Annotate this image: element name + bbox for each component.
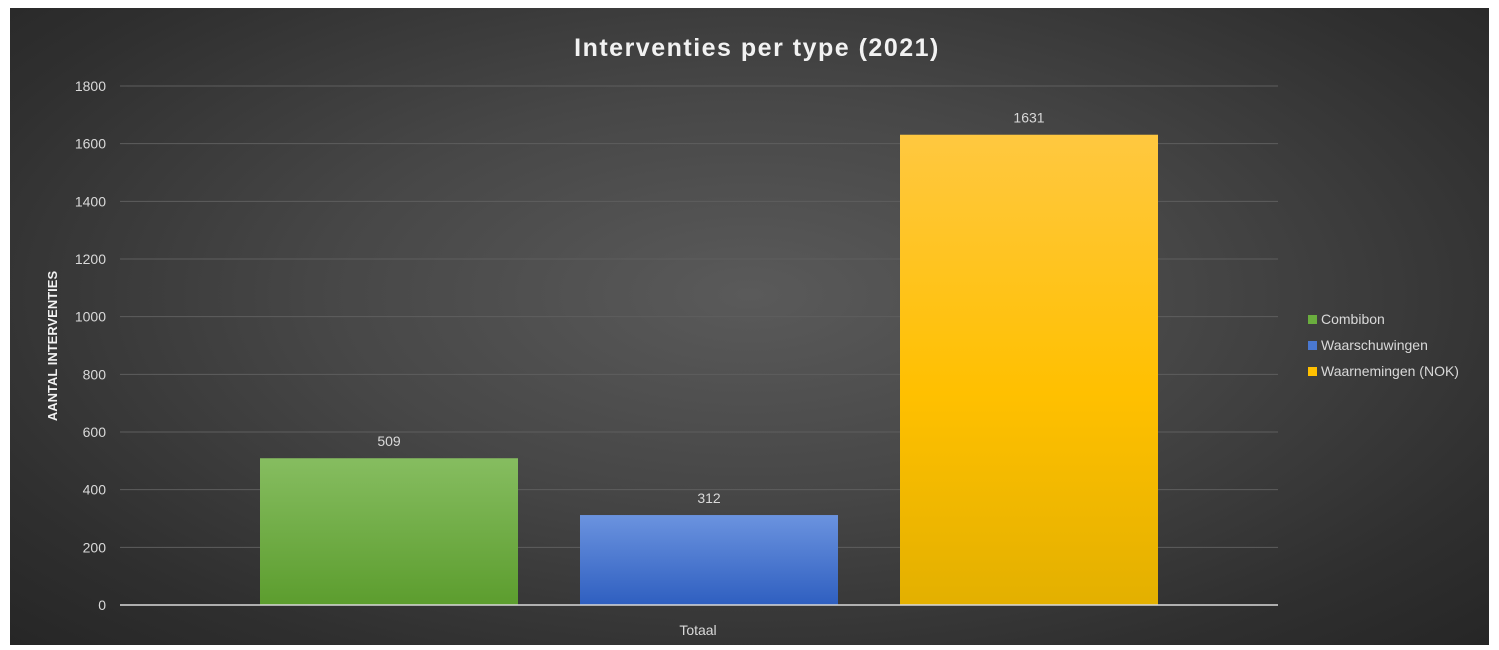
- y-tick-label: 600: [83, 424, 107, 440]
- y-tick-label: 1800: [75, 78, 106, 94]
- legend: Combibon Waarschuwingen Waarnemingen (NOK): [1308, 311, 1459, 379]
- legend-label-combibon: Combibon: [1321, 311, 1385, 327]
- y-tick-label: 1600: [75, 136, 106, 152]
- legend-swatch-combibon: [1308, 315, 1317, 324]
- data-labels: 509 312 1631: [377, 110, 1044, 506]
- y-tick-label: 0: [98, 597, 106, 613]
- data-label-waarnemingen-nok: 1631: [1013, 110, 1044, 126]
- data-label-combibon: 509: [377, 433, 401, 449]
- bar-waarnemingen-nok: [900, 134, 1158, 605]
- data-label-waarschuwingen: 312: [697, 490, 721, 506]
- y-tick-label: 1400: [75, 193, 106, 209]
- legend-swatch-waarschuwingen: [1308, 341, 1317, 350]
- y-tick-label: 400: [83, 482, 107, 498]
- chart-title: Interventies per type (2021): [574, 34, 940, 62]
- bars: [260, 134, 1158, 605]
- chart-area: Interventies per type (2021) 0 200 400 600 8…: [10, 8, 1489, 645]
- y-tick-label: 800: [83, 366, 107, 382]
- legend-swatch-waarnemingen-nok: [1308, 367, 1317, 376]
- legend-label-waarnemingen-nok: Waarnemingen (NOK): [1321, 363, 1459, 379]
- y-tick-label: 200: [83, 539, 107, 555]
- bar-waarschuwingen: [580, 515, 838, 605]
- y-axis-ticks: 0 200 400 600 800 1000 1200 1400 1600 1800: [75, 78, 106, 613]
- y-tick-label: 1200: [75, 251, 106, 267]
- legend-label-waarschuwingen: Waarschuwingen: [1321, 337, 1428, 353]
- y-tick-label: 1000: [75, 309, 106, 325]
- bar-combibon: [260, 458, 518, 605]
- y-axis-title: AANTAL INTERVENTIES: [45, 271, 60, 422]
- bar-chart: Interventies per type (2021) 0 200 400 600 8…: [45, 34, 1459, 638]
- x-axis-category-label: Totaal: [679, 622, 716, 638]
